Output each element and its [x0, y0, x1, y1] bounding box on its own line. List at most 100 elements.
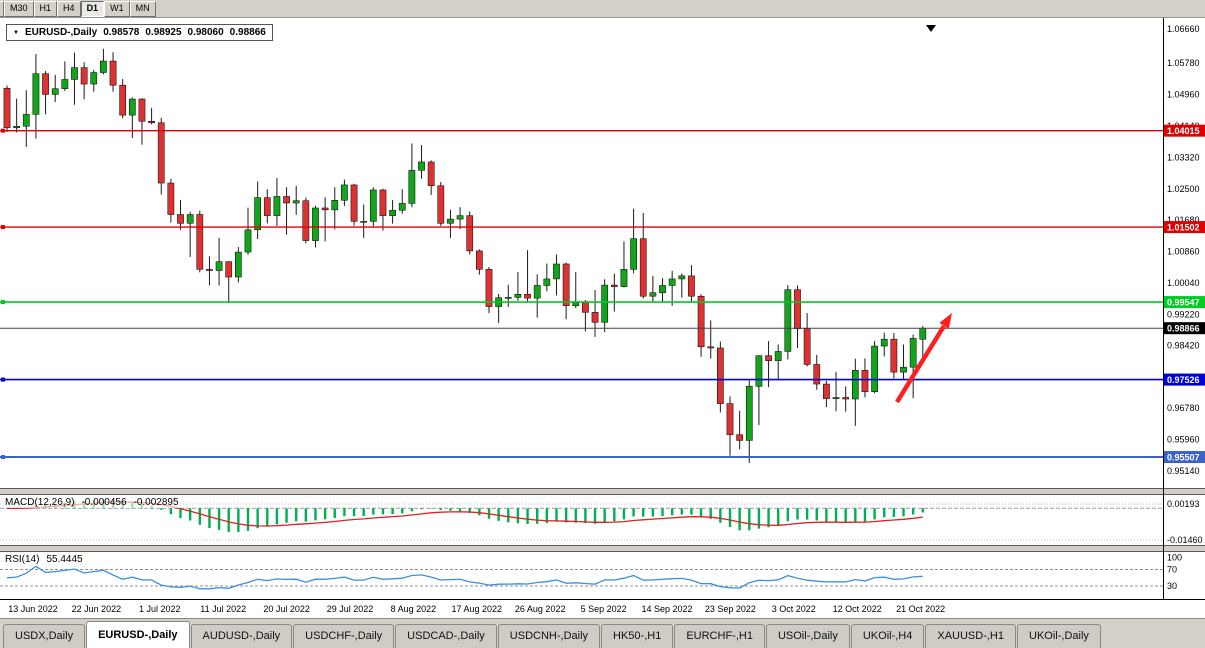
candle	[784, 285, 792, 360]
hline-handle[interactable]	[1, 225, 5, 230]
candle-body	[244, 229, 252, 253]
chart-canvas: 0.00193 -0.01460 100 70 30 1.06660 1.05780 1.04…	[0, 18, 1205, 618]
candle	[109, 52, 117, 92]
hline-price-label-box	[1164, 373, 1205, 386]
candle-body	[206, 269, 213, 271]
chart-tab-usdx-daily[interactable]: USDX,Daily	[3, 624, 86, 648]
period-button-H1[interactable]: H1	[33, 0, 58, 17]
chart-tab-usoil-daily[interactable]: USOil-,Daily	[765, 624, 850, 648]
trend-arrow-shaft	[895, 324, 946, 404]
candle	[726, 396, 734, 456]
hline-handle[interactable]	[1, 300, 5, 305]
period-button-D1[interactable]: D1	[80, 0, 105, 17]
candle-body	[32, 73, 40, 115]
candle-body	[331, 200, 339, 211]
symbol-dropdown-icon[interactable]: ▼	[13, 29, 19, 36]
candle	[331, 187, 339, 230]
price-axis-label: 0.95140	[1167, 466, 1200, 476]
panel-separator[interactable]	[0, 488, 1205, 495]
candle	[100, 48, 107, 75]
candle-body	[80, 67, 88, 85]
timeframe-toolbar: 5M30H1H4D1W1MN	[0, 0, 1205, 18]
candle	[254, 181, 261, 240]
hline-handle[interactable]	[1, 377, 5, 382]
candle	[649, 275, 657, 303]
chart-window: 0.00193 -0.01460 100 70 30 1.06660 1.05780 1.04…	[0, 18, 1205, 618]
chart-tab-ukoil-h4[interactable]: UKOil-,H4	[850, 624, 925, 648]
period-button-H4[interactable]: H4	[57, 0, 81, 17]
chart-tab-hk50-h1[interactable]: HK50-,H1	[601, 624, 674, 648]
price-axis-label: 1.01680	[1167, 215, 1200, 225]
date-axis-bg	[0, 599, 1205, 618]
rsi-line	[6, 565, 923, 590]
shift-marker-icon	[926, 25, 936, 32]
candle-body	[408, 170, 416, 204]
chart-tab-audusd-daily[interactable]: AUDUSD-,Daily	[190, 624, 293, 648]
candle-body	[369, 189, 377, 222]
candle-body	[880, 338, 888, 347]
hline-price-label-box	[1164, 124, 1205, 137]
candle-body	[582, 302, 589, 313]
window-tabbar: USDX,Daily EURUSD-,Daily AUDUSD-,Daily USDC…	[0, 618, 1205, 648]
candle	[447, 209, 454, 238]
candle	[3, 85, 11, 133]
price-axis-label: 1.00860	[1167, 247, 1200, 257]
chart-tab-ukoil-daily[interactable]: UKOil-,Daily	[1017, 624, 1101, 648]
ohlc-high: 0.98925	[145, 27, 182, 38]
candle	[13, 98, 20, 133]
candle-body	[418, 161, 425, 171]
panel-separator[interactable]	[0, 545, 1205, 552]
date-label: 23 Sep 2022	[705, 604, 756, 614]
candle-body	[726, 403, 734, 435]
candle-body	[22, 114, 30, 127]
price-axis-label: 1.04960	[1167, 89, 1200, 99]
candle-body	[437, 185, 445, 224]
hline-price-label: 0.97526	[1167, 375, 1200, 385]
candle-body	[427, 161, 435, 186]
candle-body	[292, 200, 300, 204]
hline-handle[interactable]	[1, 128, 5, 133]
candle	[466, 211, 474, 255]
ohlc-low: 0.98060	[187, 27, 224, 38]
date-label: 20 Jul 2022	[263, 604, 310, 614]
candle	[42, 71, 49, 115]
candle-body	[71, 67, 78, 80]
candle-body	[823, 383, 830, 399]
candle-body	[697, 295, 705, 348]
candle-body	[263, 197, 271, 216]
candle-body	[485, 269, 493, 307]
candle	[485, 267, 493, 314]
candle	[273, 178, 281, 226]
candle	[678, 273, 686, 298]
chart-tab-usdchf-daily[interactable]: USDCHF-,Daily	[293, 624, 395, 648]
chart-tab-usdcnh-daily[interactable]: USDCNH-,Daily	[497, 624, 601, 648]
date-label: 12 Oct 2022	[833, 604, 882, 614]
current-price-label-box	[1164, 322, 1205, 335]
candle-body	[688, 275, 695, 297]
period-button-5[interactable]: 5	[0, 0, 5, 17]
chart-tab-xauusd-h1[interactable]: XAUUSD-,H1	[925, 624, 1016, 648]
candle-body	[254, 197, 261, 231]
chart-tab-eurchf-h1[interactable]: EURCHF-,H1	[674, 624, 765, 648]
date-label: 17 Aug 2022	[452, 604, 503, 614]
candle	[61, 61, 69, 91]
candle	[148, 107, 155, 125]
candle	[22, 90, 30, 147]
candle	[909, 334, 917, 399]
chart-tab-eurusd-daily[interactable]: EURUSD-,Daily	[86, 621, 190, 648]
candle-body	[466, 215, 474, 252]
period-button-W1[interactable]: W1	[104, 0, 130, 17]
candle	[32, 54, 40, 139]
hline-handle[interactable]	[1, 455, 5, 460]
ohlc-open: 0.98578	[103, 27, 140, 38]
period-button-M30[interactable]: M30	[4, 0, 34, 17]
chart-tab-usdcad-daily[interactable]: USDCAD-,Daily	[395, 624, 497, 648]
candle-body	[389, 210, 396, 216]
candle	[341, 179, 348, 207]
candle	[697, 294, 705, 357]
hline-price-label: 1.04015	[1167, 126, 1200, 136]
candle	[794, 285, 801, 348]
candle-body	[61, 79, 69, 89]
price-axis-label: 1.05780	[1167, 58, 1200, 68]
period-button-MN[interactable]: MN	[129, 0, 156, 17]
